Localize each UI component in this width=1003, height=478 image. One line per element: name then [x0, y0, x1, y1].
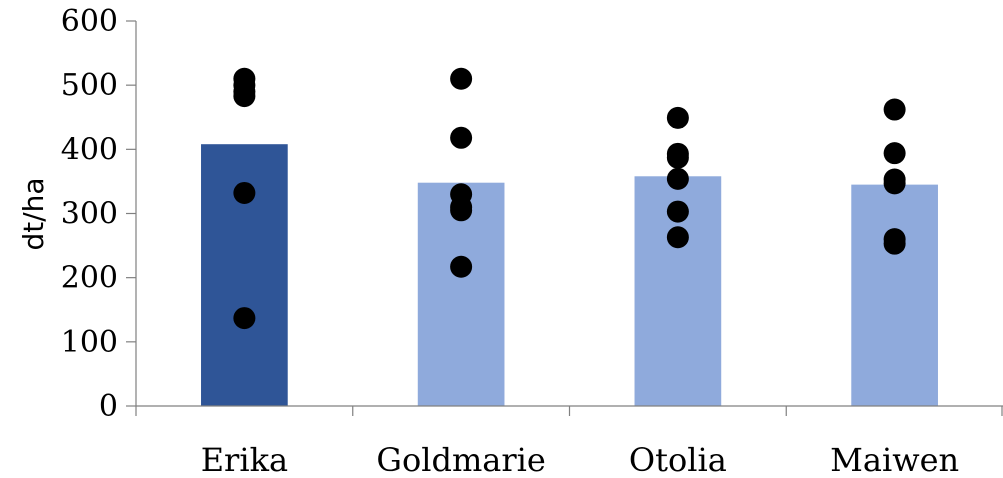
data-point — [883, 142, 906, 165]
y-tick-label: 500 — [61, 68, 118, 103]
data-point — [666, 200, 689, 223]
y-tick-label: 200 — [61, 261, 118, 296]
data-point — [883, 232, 906, 255]
axes — [135, 21, 1003, 416]
x-tick-label: Goldmarie — [376, 441, 545, 478]
data-point — [666, 106, 689, 129]
data-point — [450, 255, 473, 278]
y-tick-label: 100 — [61, 325, 118, 360]
data-point — [883, 98, 906, 121]
x-tick-label: Erika — [201, 441, 288, 478]
data-point — [666, 167, 689, 190]
data-point — [883, 172, 906, 195]
y-tick-label: 300 — [61, 197, 118, 232]
bars — [201, 144, 938, 406]
y-axis-title: dt/ha — [17, 177, 50, 250]
data-point — [450, 126, 473, 149]
data-point — [450, 199, 473, 222]
y-axis-ticks: 0 100 200 300 400 500 600 — [61, 4, 136, 424]
y-tick-label: 400 — [61, 132, 118, 167]
bar-maiwen — [851, 184, 938, 406]
data-point — [233, 307, 256, 330]
y-tick-label: 0 — [99, 389, 118, 424]
data-point — [233, 85, 256, 108]
y-tick-label: 600 — [61, 4, 118, 39]
data-points — [233, 67, 906, 330]
x-tick-label: Maiwen — [830, 441, 959, 478]
data-point — [666, 226, 689, 249]
x-tick-label: Otolia — [629, 441, 727, 478]
data-point — [666, 146, 689, 169]
data-point — [450, 67, 473, 90]
data-point — [233, 181, 256, 204]
x-axis-labels: Erika Goldmarie Otolia Maiwen — [201, 441, 959, 478]
